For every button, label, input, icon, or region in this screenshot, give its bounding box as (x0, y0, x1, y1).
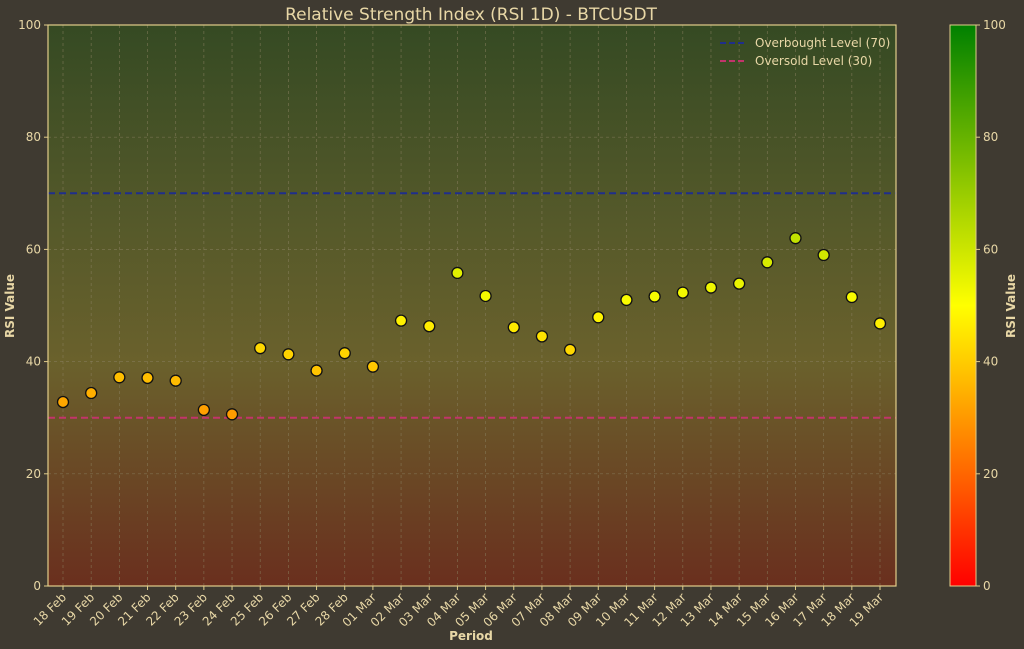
legend: Overbought Level (70) Oversold Level (30… (720, 36, 890, 68)
data-point (254, 341, 267, 355)
legend-label-overbought: Overbought Level (70) (755, 36, 890, 50)
y-tick-label: 40 (26, 355, 41, 369)
data-point (873, 317, 887, 330)
data-point (225, 408, 239, 421)
data-point (761, 256, 774, 269)
data-points (56, 232, 887, 421)
y-tick-label: 100 (18, 18, 41, 32)
data-point (592, 311, 605, 324)
colorbar-tick-label: 100 (983, 18, 1006, 32)
y-axis-label: RSI Value (3, 274, 17, 338)
data-point (704, 281, 718, 294)
y-tick-label: 60 (26, 242, 41, 256)
colorbar-label: RSI Value (1004, 274, 1018, 338)
data-point (423, 320, 436, 333)
data-point (141, 371, 154, 385)
data-point (535, 330, 549, 343)
data-point (366, 360, 380, 373)
colorbar-tick-label: 40 (983, 355, 998, 369)
data-point (113, 371, 126, 384)
data-point (563, 343, 577, 356)
data-point (676, 286, 689, 299)
data-point (394, 314, 408, 327)
reference-lines (48, 192, 896, 419)
y-axis-ticks: 0 20 40 60 80 100 (18, 18, 48, 593)
data-point (338, 347, 351, 360)
data-point (169, 374, 182, 387)
data-point (282, 348, 295, 361)
colorbar (949, 24, 977, 587)
data-point (85, 386, 98, 400)
data-point (507, 321, 520, 334)
y-tick-label: 80 (26, 130, 41, 144)
colorbar-tick-label: 0 (983, 579, 991, 593)
data-point (817, 248, 830, 262)
y-tick-label: 20 (26, 467, 41, 481)
data-point (310, 364, 323, 377)
x-axis-label: Period (449, 629, 493, 643)
data-point (56, 395, 70, 409)
plot-frame (47, 24, 897, 587)
data-point (197, 403, 211, 416)
data-point (732, 277, 746, 290)
colorbar-tick-label: 80 (983, 130, 998, 144)
data-point (451, 266, 464, 280)
plot-background (48, 25, 896, 586)
data-point (620, 293, 633, 307)
data-point (479, 289, 492, 303)
colorbar-tick-label: 20 (983, 467, 998, 481)
colorbar-ticks: 0 20 40 60 80 100 (976, 18, 1006, 593)
y-tick-label: 0 (33, 579, 41, 593)
legend-label-oversold: Oversold Level (30) (755, 54, 872, 68)
colorbar-tick-label: 60 (983, 242, 998, 256)
data-point (845, 290, 858, 304)
data-point (789, 232, 802, 245)
chart-title: Relative Strength Index (RSI 1D) - BTCUS… (285, 5, 657, 25)
data-point (648, 290, 661, 303)
